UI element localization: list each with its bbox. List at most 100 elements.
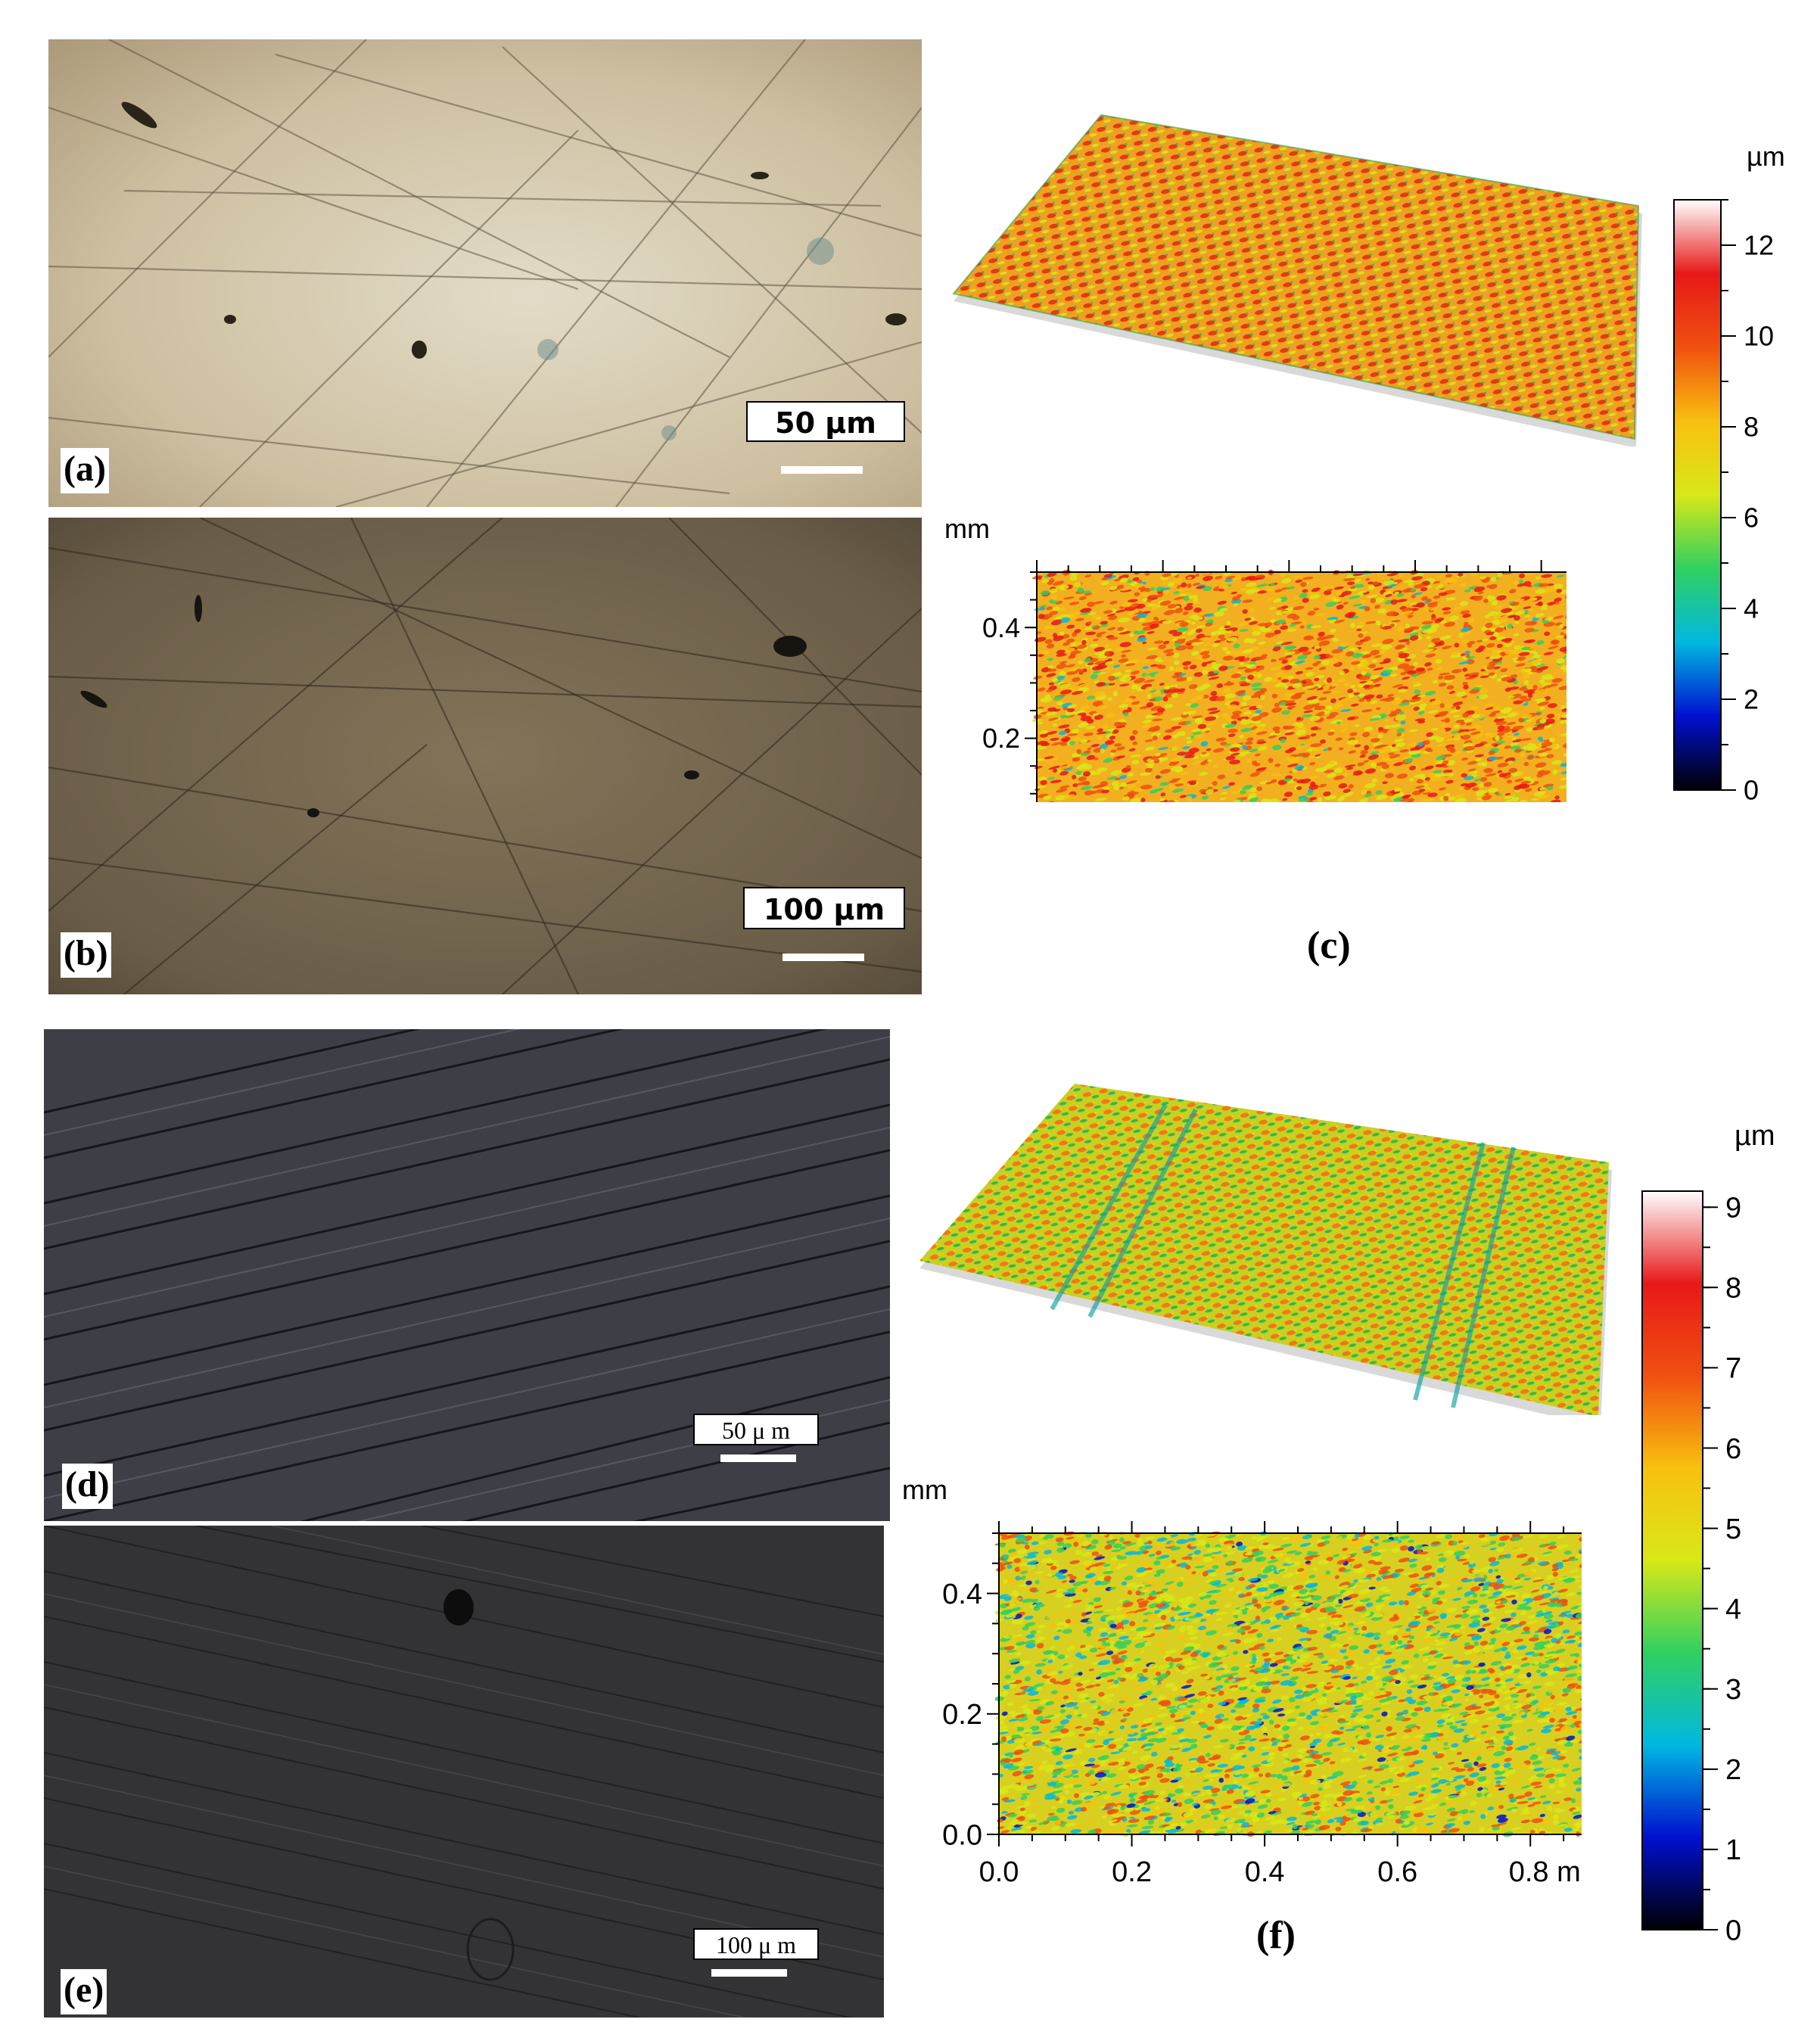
heatmap-speckle — [1542, 620, 1549, 624]
heatmap-speckle — [1340, 697, 1351, 702]
heatmap-speckle — [1421, 596, 1428, 601]
heatmap-speckle — [1127, 772, 1134, 777]
heatmap-speckle — [1174, 667, 1184, 673]
heatmap-speckle — [1232, 711, 1242, 715]
heatmap-speckle — [1127, 782, 1137, 789]
heatmap-speckle — [1218, 588, 1225, 592]
panel-tag-d: (d) — [62, 1464, 113, 1509]
heatmap-speckle — [1250, 683, 1262, 687]
heatmap-speckle — [1223, 571, 1232, 576]
heatmap-speckle — [1164, 704, 1174, 708]
heatmap-speckle — [1444, 621, 1455, 627]
heatmap-speckle — [1382, 638, 1394, 645]
heatmap-speckle — [1443, 674, 1455, 680]
heatmap-speckle — [1049, 599, 1054, 603]
heatmap-speckle — [1427, 585, 1433, 588]
heatmap-speckle — [1514, 621, 1520, 624]
heatmap-speckle — [1532, 776, 1539, 780]
heatmap-speckle — [1355, 640, 1364, 646]
panel-tag-e: (e) — [61, 1969, 107, 2014]
heatmap-speckle — [1515, 663, 1526, 667]
heatmap-speckle — [1140, 658, 1152, 664]
heatmap-speckle — [1523, 639, 1532, 643]
heatmap-speckle — [1066, 670, 1078, 675]
heatmap-speckle — [1333, 767, 1343, 773]
heatmap-speckle — [1510, 602, 1520, 606]
heatmap-speckle — [1204, 613, 1217, 617]
heatmap-speckle — [1047, 571, 1057, 577]
heatmap-speckle — [1539, 718, 1547, 723]
heatmap-speckle — [1254, 574, 1265, 578]
heatmap-speckle — [1324, 769, 1334, 773]
heatmap-speckle — [1465, 654, 1470, 658]
heatmap-speckle — [1362, 732, 1371, 738]
heatmap-speckle — [1192, 582, 1200, 586]
heatmap-speckle — [1194, 574, 1199, 577]
heatmap-speckle — [1119, 642, 1131, 648]
heatmap-speckle — [1309, 716, 1321, 721]
heatmap-speckle — [1546, 714, 1555, 719]
heatmap-speckle — [1326, 1776, 1338, 1779]
heatmap-speckle — [1103, 724, 1109, 730]
heatmap-speckle — [1269, 583, 1275, 586]
heatmap-speckle — [1559, 719, 1567, 724]
heatmap-speckle — [1411, 594, 1416, 599]
heatmap-speckle — [1404, 579, 1415, 583]
heatmap-speckle — [1040, 779, 1047, 786]
heatmap-speckle — [1119, 630, 1131, 635]
heatmap-speckle — [1314, 655, 1321, 660]
heatmap-plot-area — [1031, 569, 1567, 802]
heatmap-speckle — [1413, 773, 1426, 778]
heatmap-speckle — [1190, 703, 1199, 708]
heatmap-speckle — [1229, 651, 1236, 655]
heatmap-speckle — [1112, 729, 1119, 734]
heatmap-speckle — [1147, 647, 1158, 651]
heatmap-speckle — [1047, 758, 1058, 762]
heatmap-speckle — [1358, 698, 1364, 702]
heatmap-speckle — [1046, 643, 1055, 649]
heatmap-speckle — [1549, 1582, 1555, 1585]
heatmap-speckle — [1192, 732, 1202, 735]
heatmap-speckle — [1112, 664, 1121, 668]
heatmap-speckle — [1300, 581, 1307, 587]
heatmap-speckle — [1096, 616, 1102, 620]
heatmap-speckle — [1094, 646, 1105, 652]
heatmap-speckle — [1201, 795, 1209, 800]
heatmap-speckle — [1258, 641, 1266, 645]
heatmap-speckle — [1242, 649, 1253, 654]
heatmap-speckle — [1171, 578, 1183, 583]
heatmap-speckle — [1207, 673, 1218, 677]
heatmap-speckle — [1244, 667, 1251, 674]
heatmap-speckle — [1521, 698, 1532, 702]
heatmap-speckle — [1209, 1600, 1217, 1605]
heatmap-speckle — [1538, 736, 1543, 742]
heatmap-speckle — [1451, 669, 1462, 674]
heatmap-speckle — [1334, 702, 1343, 708]
heatmap-speckle — [1101, 789, 1110, 794]
heatmap-speckle — [1053, 695, 1065, 701]
heatmap-speckle — [1207, 721, 1217, 726]
heatmap-speckle — [1077, 587, 1084, 593]
heatmap-speckle — [1192, 642, 1204, 646]
heatmap-speckle — [1450, 709, 1461, 714]
heatmap-speckle — [1511, 737, 1517, 741]
heatmap-speckle — [1164, 1693, 1174, 1698]
heatmap-speckle — [1353, 770, 1363, 776]
heatmap-speckle — [1375, 790, 1383, 795]
heatmap-speckle — [1052, 708, 1061, 713]
heatmap-speckle — [1408, 798, 1415, 802]
heatmap-speckle — [1352, 573, 1364, 577]
heatmap-speckle — [1146, 702, 1154, 708]
heatmap-speckle — [1446, 685, 1455, 690]
heatmap-speckle — [1546, 583, 1554, 586]
heatmap-speckle — [1271, 677, 1277, 683]
heatmap-speckle — [1401, 1665, 1413, 1669]
heatmap-speckle — [1119, 775, 1127, 779]
heatmap-speckle — [1056, 649, 1066, 655]
heatmap-speckle — [1187, 645, 1194, 650]
heatmap-speckle — [1069, 602, 1080, 605]
heatmap-speckle — [1551, 677, 1563, 683]
heatmap-speckle — [1162, 573, 1171, 577]
heatmap-speckle — [1147, 671, 1159, 676]
heatmap-speckle — [1274, 630, 1281, 634]
